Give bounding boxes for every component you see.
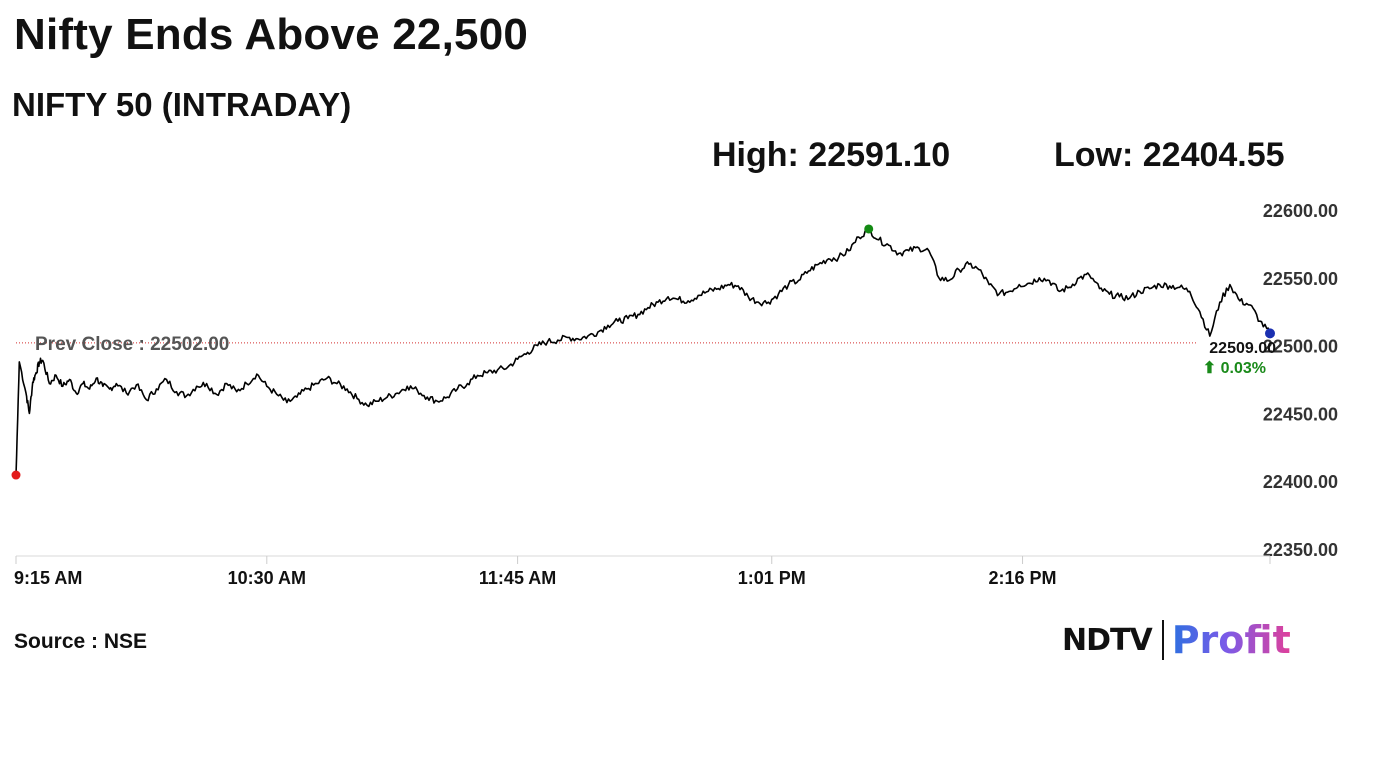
headline: Nifty Ends Above 22,500: [14, 10, 529, 59]
chart-subtitle: NIFTY 50 (INTRADAY): [12, 86, 352, 123]
y-tick-label: 22550.00: [1263, 269, 1338, 289]
x-tick-label: 9:15 AM: [14, 568, 82, 588]
brand-logo: NDTV Profit: [1062, 618, 1291, 662]
x-tick-label: 11:45 AM: [479, 568, 556, 588]
x-tick-label: 1:01 PM: [738, 568, 806, 588]
price-line: [15, 227, 1271, 476]
y-axis-ticks: 22600.00 22550.00 22500.00 22450.00 22400.00…: [1263, 201, 1338, 560]
y-tick-label: 22400.00: [1263, 472, 1338, 492]
prev-close-label: Prev Close : 22502.00: [35, 334, 229, 355]
prev-close-line: Prev Close : 22502.00: [16, 334, 1196, 355]
y-tick-label: 22450.00: [1263, 404, 1338, 424]
y-tick-label: 22350.00: [1263, 540, 1338, 560]
low-marker: [11, 470, 21, 480]
price-series: [15, 227, 1271, 476]
y-tick-label: 22500.00: [1263, 337, 1338, 357]
x-tick-label: 10:30 AM: [228, 568, 306, 588]
y-tick-label: 22600.00: [1263, 201, 1338, 221]
high-marker: [864, 224, 874, 234]
low-label: Low: 22404.55: [1054, 136, 1285, 174]
ndtv-logo-text: NDTV: [1062, 622, 1153, 658]
markers: 22509.00 ⬆ 0.03%: [11, 224, 1276, 480]
profit-logo-text: Profit: [1171, 618, 1291, 662]
change-label: ⬆ 0.03%: [1203, 360, 1266, 377]
x-axis: 9:15 AM 10:30 AM 11:45 AM 1:01 PM 2:16 PM: [14, 555, 1271, 588]
logo-divider: [1161, 620, 1164, 660]
high-label: High: 22591.10: [712, 136, 951, 174]
source-note: Source : NSE: [14, 630, 148, 653]
last-price-marker: [1265, 328, 1275, 339]
last-price-label: 22509.00: [1209, 340, 1276, 357]
x-tick-label: 2:16 PM: [989, 568, 1057, 588]
